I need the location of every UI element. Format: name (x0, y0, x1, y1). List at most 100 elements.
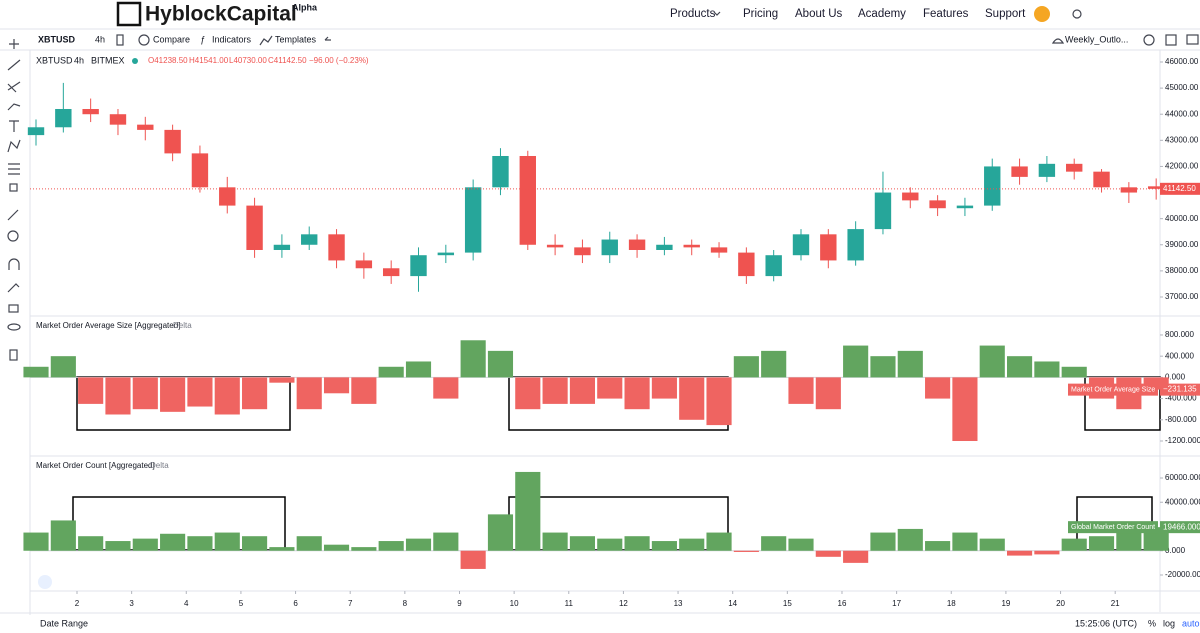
bar (815, 377, 841, 410)
bar (515, 377, 541, 410)
x-tick-label: 10 (510, 599, 519, 608)
x-tick-label: 12 (619, 599, 628, 608)
user-icon[interactable] (1034, 6, 1050, 22)
candle-body (792, 234, 810, 256)
candle-body (601, 239, 618, 256)
last-value-box (1160, 383, 1200, 396)
candle-body (164, 129, 181, 154)
crosshair-tool[interactable] (9, 39, 19, 49)
bar (843, 550, 869, 563)
compare-icon (138, 34, 150, 46)
bar (1088, 536, 1115, 551)
snapshot[interactable] (1186, 34, 1199, 45)
trendline-tool[interactable] (7, 59, 21, 71)
candle-body (656, 244, 673, 250)
candle-body (874, 192, 892, 230)
bar (160, 377, 186, 412)
x-tick-label: 17 (892, 599, 901, 608)
bar (761, 536, 787, 551)
x-tick-label: 3 (129, 599, 134, 608)
bar (460, 340, 486, 378)
candle-body (1147, 186, 1165, 189)
chart-type[interactable] (116, 34, 124, 46)
shape-tool[interactable] (9, 183, 18, 192)
nav-item[interactable]: Support (985, 8, 1026, 20)
fib-tool[interactable] (7, 81, 21, 93)
theme-toggle[interactable] (1072, 9, 1082, 19)
lock-tool[interactable] (8, 304, 19, 313)
bar (788, 538, 814, 551)
candle-body (109, 114, 127, 125)
bar (160, 533, 186, 551)
tv-logo[interactable] (38, 575, 52, 589)
interval[interactable]: 4h (95, 34, 105, 44)
bar (323, 377, 350, 394)
bar (925, 541, 951, 551)
bar (1116, 532, 1142, 551)
visibility-tool[interactable] (7, 323, 21, 331)
brush-tool[interactable] (7, 103, 21, 111)
candle-body (492, 155, 509, 188)
candle-body (820, 234, 837, 261)
bar (351, 547, 377, 551)
templates[interactable]: Templates (275, 34, 317, 44)
fullscreen[interactable] (1165, 34, 1177, 46)
magnet-tool[interactable] (8, 258, 20, 270)
compare[interactable]: Compare (153, 34, 190, 44)
pattern-tool[interactable] (7, 139, 21, 153)
projection-tool[interactable] (8, 163, 20, 175)
y-tick-label: 43000.00 (1165, 135, 1199, 144)
date-range[interactable]: Date Range (40, 618, 88, 628)
nav-item[interactable]: Pricing (743, 8, 778, 20)
logo-mark (116, 1, 142, 27)
zoom-tool[interactable] (7, 230, 19, 242)
bar (925, 377, 951, 399)
bar (788, 377, 814, 404)
bar (1061, 538, 1087, 551)
candle-body (710, 247, 728, 253)
bar (1061, 366, 1087, 378)
series-tag: Market Order Average Size (1071, 386, 1155, 393)
logo[interactable]: HyblockCapital Alpha (116, 1, 318, 27)
lock-draw-tool[interactable] (7, 283, 20, 293)
layout[interactable]: Weekly_Outlo... (1065, 34, 1128, 44)
symbol[interactable]: XBTUSD (38, 34, 76, 44)
nav-item[interactable]: Products (670, 8, 716, 20)
indicators[interactable]: Indicators (212, 34, 252, 44)
delete-tool[interactable] (9, 349, 18, 361)
bar (979, 538, 1005, 551)
bar (487, 514, 514, 551)
bar (296, 536, 322, 551)
y-tick-label: -20000.000 (1165, 570, 1200, 579)
auto-toggle[interactable]: auto (1182, 618, 1200, 628)
bar (433, 532, 459, 551)
header (0, 0, 1200, 28)
bar (242, 377, 268, 410)
candle-body (628, 239, 646, 250)
nav-item[interactable]: About Us (795, 8, 843, 20)
bar (761, 350, 787, 378)
settings[interactable] (1143, 34, 1155, 46)
x-tick-label: 18 (947, 599, 956, 608)
nav-item[interactable]: Academy (858, 8, 906, 20)
undo[interactable] (324, 36, 331, 41)
candle-body (219, 187, 236, 206)
log-toggle[interactable]: log (1163, 618, 1175, 628)
candle-body (246, 205, 263, 250)
nav-item[interactable]: Features (923, 8, 969, 20)
candle-body (546, 244, 564, 248)
ruler-tool[interactable] (7, 209, 19, 221)
bar (105, 377, 131, 415)
bar (843, 345, 869, 378)
candle-body (437, 252, 455, 256)
bar (1007, 550, 1033, 556)
bar (214, 377, 240, 415)
candle-body (1038, 163, 1056, 177)
bar (515, 471, 541, 551)
percent-toggle[interactable]: % (1148, 618, 1156, 628)
text-tool[interactable] (9, 120, 19, 132)
candle-body (82, 108, 99, 115)
bar (897, 350, 923, 378)
legend-symbol: XBTUSD (36, 55, 73, 65)
